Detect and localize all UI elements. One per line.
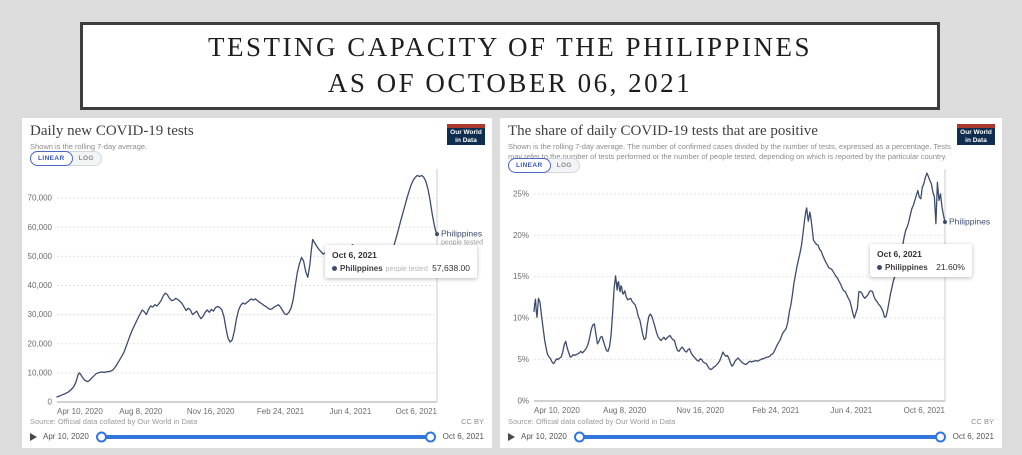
svg-text:30,000: 30,000 bbox=[28, 310, 53, 319]
svg-text:50,000: 50,000 bbox=[28, 252, 53, 261]
svg-text:Aug 8, 2020: Aug 8, 2020 bbox=[119, 407, 163, 416]
linear-button[interactable]: LINEAR bbox=[30, 151, 73, 166]
timeline-handle-end[interactable] bbox=[424, 431, 436, 442]
svg-text:20,000: 20,000 bbox=[28, 339, 53, 348]
svg-text:Nov 16, 2020: Nov 16, 2020 bbox=[187, 407, 235, 416]
tooltip: Oct 6, 2021 Philippines people tested 57… bbox=[325, 245, 477, 278]
page-title-line1: TESTING CAPACITY OF THE PHILIPPINES bbox=[207, 32, 813, 63]
owid-logo-line2: in Data bbox=[965, 137, 987, 145]
timeline: Apr 10, 2020 Oct 6, 2021 bbox=[30, 429, 484, 444]
svg-text:Aug 8, 2020: Aug 8, 2020 bbox=[603, 406, 647, 415]
timeline-track[interactable] bbox=[573, 431, 946, 442]
owid-logo-line1: Our World bbox=[960, 129, 992, 136]
chart-panel-daily-tests: Daily new COVID-19 tests Shown is the ro… bbox=[22, 118, 492, 448]
svg-text:20%: 20% bbox=[513, 231, 529, 240]
svg-text:10,000: 10,000 bbox=[28, 368, 53, 377]
owid-logo[interactable]: Our World in Data bbox=[447, 124, 485, 145]
play-icon[interactable] bbox=[508, 432, 515, 441]
tooltip-row: Philippines people tested 57,638.00 bbox=[332, 263, 470, 273]
svg-text:40,000: 40,000 bbox=[28, 281, 53, 290]
tooltip-date: Oct 6, 2021 bbox=[877, 249, 922, 259]
svg-text:Apr 10, 2020: Apr 10, 2020 bbox=[57, 407, 103, 416]
source-row: Source: Official data collated by Our Wo… bbox=[508, 417, 994, 426]
license-link[interactable]: CC BY bbox=[971, 417, 994, 426]
svg-text:60,000: 60,000 bbox=[28, 223, 53, 232]
timeline-handle-end[interactable] bbox=[934, 431, 946, 442]
svg-text:people tested: people tested bbox=[441, 240, 483, 247]
svg-text:Feb 24, 2021: Feb 24, 2021 bbox=[752, 406, 800, 415]
chart-title: The share of daily COVID-19 tests that a… bbox=[508, 123, 818, 139]
svg-text:5%: 5% bbox=[517, 355, 529, 364]
timeline-handle-start[interactable] bbox=[95, 431, 107, 442]
svg-text:70,000: 70,000 bbox=[28, 194, 53, 203]
timeline-start-date: Apr 10, 2020 bbox=[521, 432, 567, 441]
source-row: Source: Official data collated by Our Wo… bbox=[30, 417, 484, 426]
svg-text:10%: 10% bbox=[513, 314, 529, 323]
linear-button[interactable]: LINEAR bbox=[508, 158, 551, 173]
svg-text:0%: 0% bbox=[517, 397, 529, 406]
page-title-box: TESTING CAPACITY OF THE PHILIPPINES AS O… bbox=[80, 22, 940, 110]
scale-toggle: LINEAR LOG bbox=[508, 158, 580, 173]
tooltip-value: 57,638.00 bbox=[432, 263, 470, 273]
series-dot-icon bbox=[877, 264, 882, 270]
owid-logo-line2: in Data bbox=[455, 137, 477, 145]
chart-title: Daily new COVID-19 tests bbox=[30, 123, 194, 139]
chart-subtitle: Shown is the rolling 7-day average. The … bbox=[508, 142, 951, 162]
log-button[interactable]: LOG bbox=[78, 155, 94, 162]
tooltip-entity: Philippines bbox=[340, 264, 383, 273]
svg-text:15%: 15% bbox=[513, 272, 529, 281]
timeline-track[interactable] bbox=[95, 431, 436, 442]
svg-text:Nov 16, 2020: Nov 16, 2020 bbox=[676, 406, 724, 415]
owid-logo[interactable]: Our World in Data bbox=[957, 124, 995, 145]
svg-text:Philippines: Philippines bbox=[441, 229, 482, 239]
log-button[interactable]: LOG bbox=[556, 162, 572, 169]
chart-canvas[interactable]: 0% 5% 10% 15% 20% 25% Apr 10, 2020 Aug 8, 2020 N… bbox=[500, 163, 990, 421]
timeline: Apr 10, 2020 Oct 6, 2021 bbox=[508, 429, 994, 444]
svg-text:Feb 24, 2021: Feb 24, 2021 bbox=[257, 407, 305, 416]
chart-canvas[interactable]: 0 10,000 20,000 30,000 40,000 50,000 60,000 70,… bbox=[22, 163, 483, 421]
page-title-line2: AS OF OCTOBER 06, 2021 bbox=[327, 68, 693, 98]
svg-text:Philippines: Philippines bbox=[949, 217, 990, 227]
license-link[interactable]: CC BY bbox=[461, 417, 484, 426]
timeline-end-date: Oct 6, 2021 bbox=[442, 432, 484, 441]
tooltip-value: 21.60% bbox=[936, 262, 965, 272]
source-note: Source: Official data collated by Our Wo… bbox=[508, 417, 676, 426]
svg-text:Oct 6, 2021: Oct 6, 2021 bbox=[904, 406, 946, 415]
svg-text:Apr 10, 2020: Apr 10, 2020 bbox=[534, 406, 580, 415]
play-icon[interactable] bbox=[30, 432, 37, 441]
timeline-handle-start[interactable] bbox=[573, 431, 585, 442]
tooltip-metric: people tested bbox=[385, 266, 428, 273]
svg-text:0: 0 bbox=[48, 398, 53, 407]
source-note: Source: Official data collated by Our Wo… bbox=[30, 417, 198, 426]
timeline-end-date: Oct 6, 2021 bbox=[952, 432, 994, 441]
tooltip-date: Oct 6, 2021 bbox=[332, 250, 377, 260]
chart-subtitle: Shown is the rolling 7-day average. bbox=[30, 142, 148, 151]
chart-panel-positive-rate: The share of daily COVID-19 tests that a… bbox=[500, 118, 1002, 448]
tooltip: Oct 6, 2021 Philippines 21.60% bbox=[870, 244, 972, 277]
tooltip-entity: Philippines bbox=[885, 263, 928, 272]
svg-text:25%: 25% bbox=[513, 189, 529, 198]
tooltip-row: Philippines 21.60% bbox=[877, 262, 965, 272]
series-dot-icon bbox=[332, 265, 337, 271]
owid-logo-line1: Our World bbox=[450, 129, 482, 136]
timeline-start-date: Apr 10, 2020 bbox=[43, 432, 89, 441]
svg-text:Jun 4, 2021: Jun 4, 2021 bbox=[329, 407, 371, 416]
scale-toggle: LINEAR LOG bbox=[30, 151, 102, 166]
svg-text:Oct 6, 2021: Oct 6, 2021 bbox=[396, 407, 438, 416]
svg-text:Jun 4, 2021: Jun 4, 2021 bbox=[830, 406, 872, 415]
